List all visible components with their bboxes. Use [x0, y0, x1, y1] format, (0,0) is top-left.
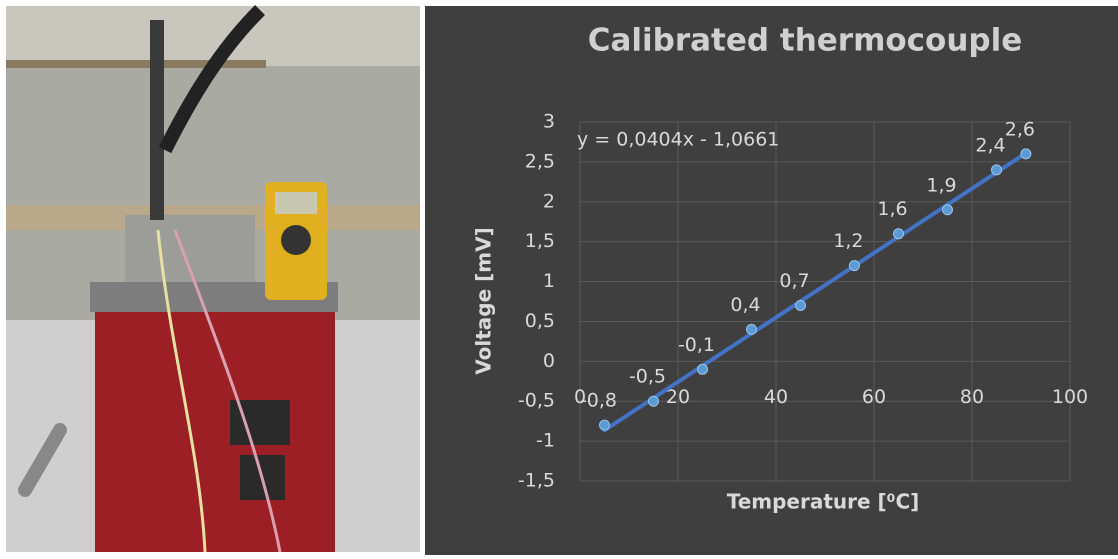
y-tick-label: 0 [543, 350, 555, 372]
data-label: 0,4 [730, 294, 760, 316]
point [599, 419, 610, 431]
point [942, 204, 953, 216]
y-tick-label: -1 [536, 430, 555, 452]
point [795, 299, 806, 311]
trendline [602, 151, 1028, 433]
x-axis-title: Temperature [⁰C] [727, 490, 920, 514]
data-label: 2,6 [1005, 118, 1035, 140]
data-label: 1,9 [926, 174, 956, 196]
shelf [6, 60, 266, 68]
trendline-equation: y = 0,0404x - 1,0661 [577, 129, 779, 151]
shield [125, 215, 255, 285]
point [893, 228, 904, 240]
point [746, 323, 757, 335]
calibrator [95, 312, 335, 552]
y-tick-label: 0,5 [525, 310, 555, 332]
photo [6, 5, 420, 553]
data-label: 2,4 [975, 134, 1005, 156]
point [648, 395, 659, 407]
data-label: 1,2 [833, 230, 863, 252]
multimeter-dial [281, 225, 311, 255]
point [1020, 148, 1032, 160]
plot-area: -1,5 -1 -0,5 0 0,5 1 1,5 2 2,5 3 0 20 40 60 80 100 y = 0… [518, 111, 1088, 492]
data-label: -0,5 [629, 366, 666, 388]
x-tick-label: 80 [960, 386, 984, 408]
cable [173, 229, 282, 553]
point [848, 260, 860, 272]
y-tick-label: 1 [543, 270, 555, 292]
multimeter-display [275, 192, 317, 214]
x-tick-label: 0 [574, 386, 586, 408]
x-tick-label: 100 [1052, 386, 1088, 408]
data-label: -0,8 [580, 390, 617, 412]
point [991, 164, 1002, 176]
x-tick-label: 60 [862, 386, 886, 408]
y-axis-title: Voltage [mV] [472, 227, 496, 374]
x-tick-label: 40 [764, 386, 788, 408]
probe-tool [18, 423, 67, 497]
data-label: 1,6 [877, 198, 907, 220]
x-tick-label: 20 [666, 386, 690, 408]
data-label: -0,1 [678, 334, 715, 356]
y-tick-label: 2 [543, 190, 555, 212]
cable [156, 229, 207, 553]
chart-title: Calibrated thermocouple [588, 23, 1023, 59]
y-tick-label: -0,5 [518, 390, 555, 412]
point [697, 363, 708, 375]
chart-background [425, 6, 1118, 555]
y-tick-label: -1,5 [518, 470, 555, 492]
y-tick-label: 3 [543, 111, 555, 133]
hose [158, 5, 265, 154]
data-label: 0,7 [779, 270, 809, 292]
probe [150, 20, 164, 220]
y-tick-label: 1,5 [525, 230, 555, 252]
y-tick-label: 2,5 [525, 150, 555, 172]
